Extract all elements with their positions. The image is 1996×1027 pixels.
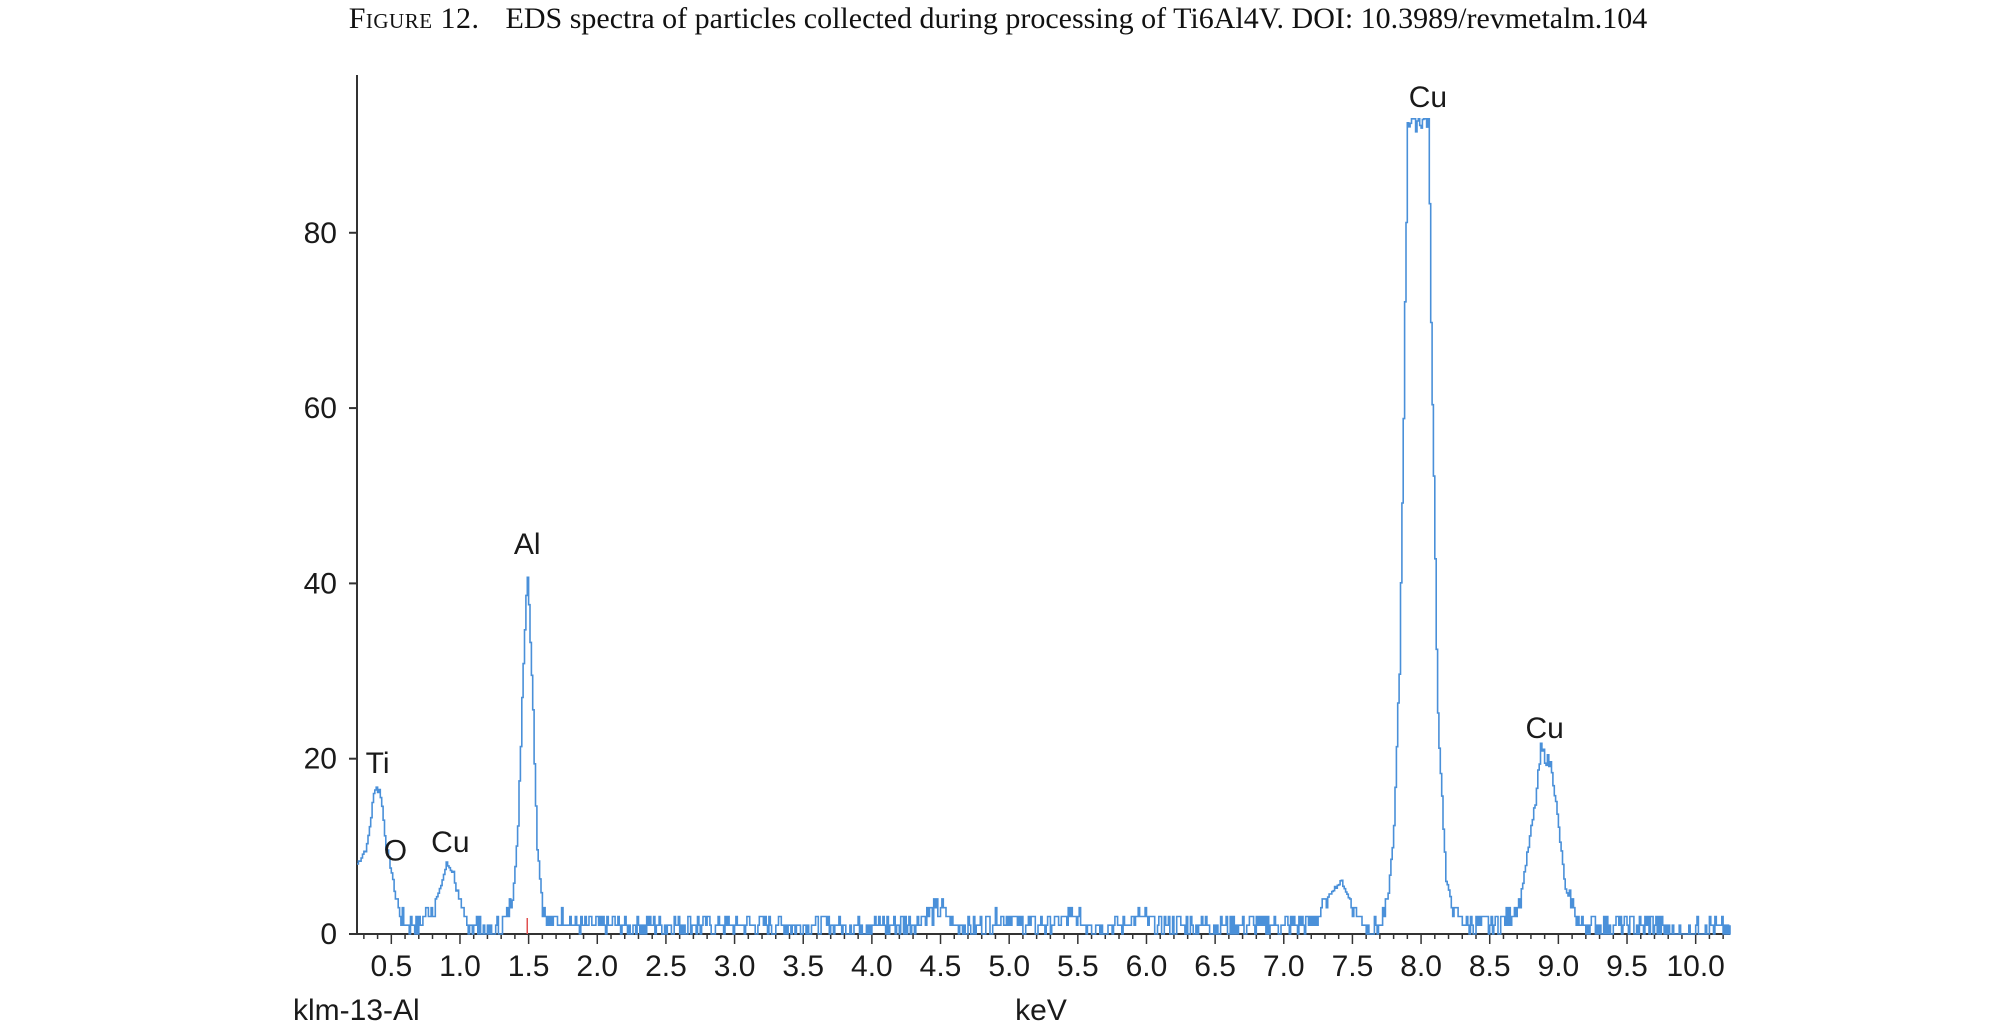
peak-label-cu: Cu — [1525, 712, 1563, 745]
x-tick-label: 1.5 — [508, 950, 550, 983]
x-tick-label: 9.0 — [1538, 950, 1580, 983]
x-tick-label: 10.0 — [1666, 950, 1724, 983]
figure-caption: Figure 12. EDS spectra of particles colle… — [0, 2, 1996, 36]
y-tick-label: 80 — [304, 217, 337, 250]
y-tick-label: 60 — [304, 392, 337, 425]
x-tick-label: 1.0 — [439, 950, 481, 983]
x-tick-label: 4.0 — [851, 950, 893, 983]
x-tick-label: 0.5 — [370, 950, 412, 983]
x-tick-label: 2.5 — [645, 950, 687, 983]
x-tick-label: 6.5 — [1194, 950, 1236, 983]
peak-label-ti: Ti — [366, 747, 390, 780]
x-tick-label: 5.5 — [1057, 950, 1099, 983]
x-tick-label: 8.0 — [1400, 950, 1442, 983]
y-tick-label: 40 — [304, 567, 337, 600]
y-tick-label: 0 — [320, 918, 337, 951]
peak-label-o: O — [384, 835, 407, 868]
figure-caption-text: EDS spectra of particles collected durin… — [505, 2, 1648, 35]
x-tick-label: 4.5 — [920, 950, 962, 983]
chart-marks — [357, 118, 1731, 935]
chart-labels: Ti O Cu Al Cu Cu — [366, 81, 1564, 868]
x-tick-label: 9.5 — [1606, 950, 1648, 983]
y-tick-label: 20 — [304, 743, 337, 776]
figure-number: Figure 12. — [348, 2, 480, 35]
x-tick-label: 6.0 — [1126, 950, 1168, 983]
chart-axes: 0 20 40 60 80 0.5 1.0 1.5 2.0 2.5 3.0 3.5 4.0 4.5 5.0 5… — [304, 75, 1730, 983]
x-tick-label: 3.0 — [714, 950, 756, 983]
peak-label-al: Al — [514, 528, 541, 561]
sample-label: klm-13-Al — [293, 994, 420, 1027]
peak-label-cu: Cu — [1409, 81, 1447, 114]
x-tick-label: 7.0 — [1263, 950, 1305, 983]
x-tick-label: 7.5 — [1332, 950, 1374, 983]
x-axis-label: keV — [1015, 994, 1067, 1027]
x-tick-label: 3.5 — [782, 950, 824, 983]
peak-label-cu: Cu — [431, 826, 469, 859]
spectrum-line — [357, 118, 1731, 935]
x-tick-label: 5.0 — [988, 950, 1030, 983]
x-tick-label: 2.0 — [576, 950, 618, 983]
x-tick-label: 8.5 — [1469, 950, 1511, 983]
